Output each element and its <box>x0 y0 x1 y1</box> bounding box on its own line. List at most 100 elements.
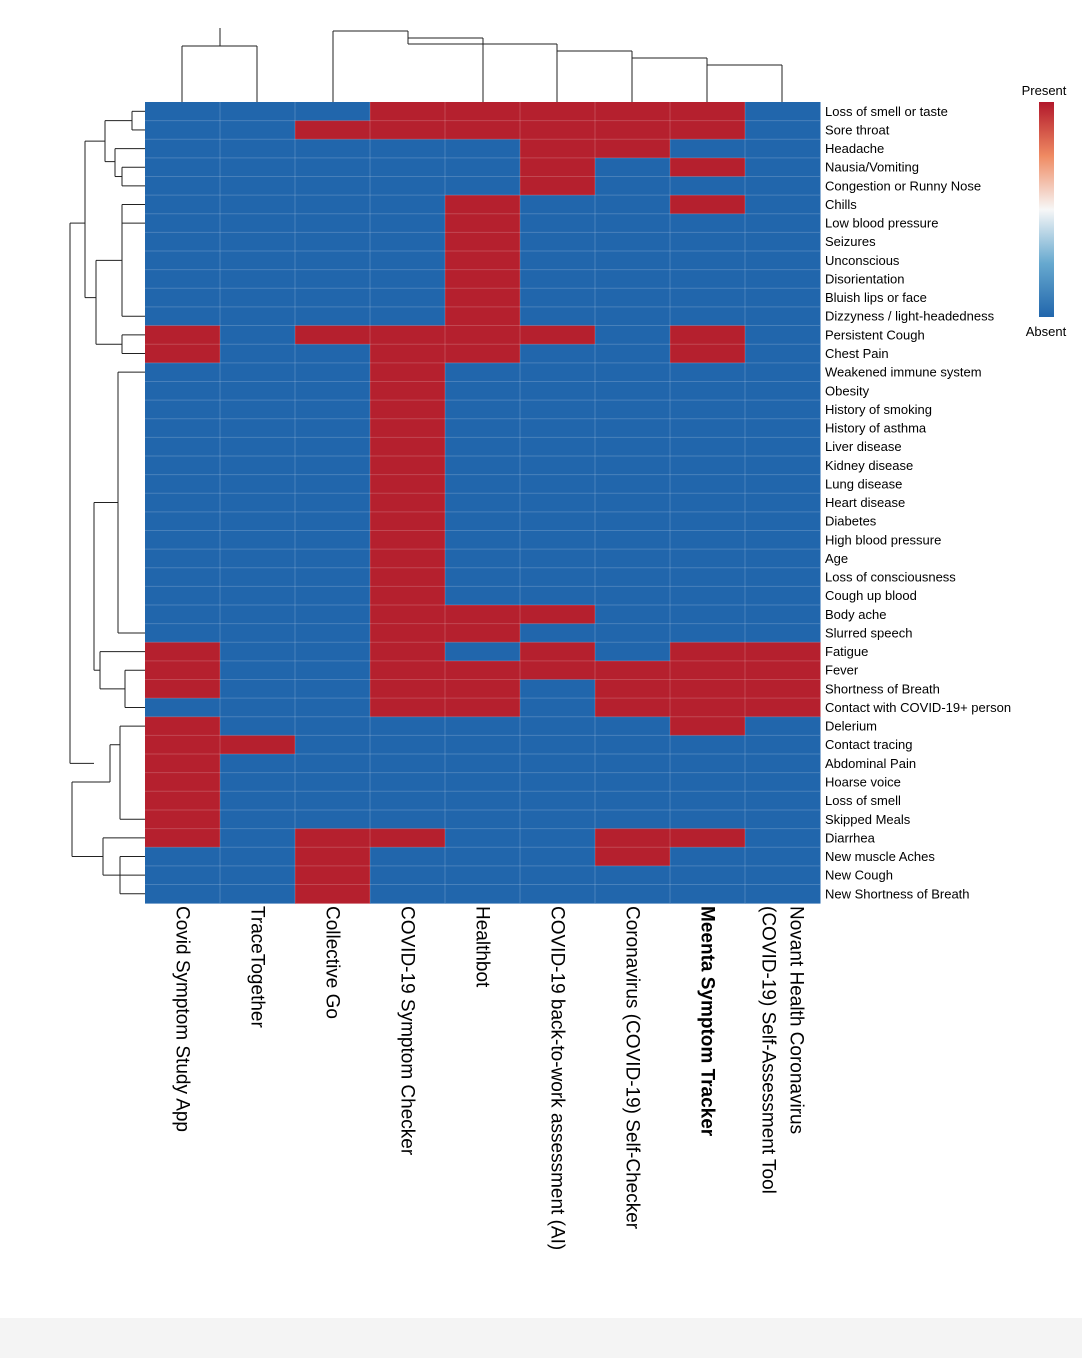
heatmap-cell <box>745 549 821 569</box>
heatmap-cell <box>520 102 596 122</box>
heatmap-cell <box>520 306 596 327</box>
heatmap-cell <box>295 418 371 438</box>
heatmap-cell <box>370 232 446 252</box>
heatmap-cell <box>145 139 221 159</box>
row-label: Skipped Meals <box>825 812 911 827</box>
heatmap-cell <box>670 660 746 681</box>
heatmap-cell <box>745 511 821 531</box>
heatmap-cell <box>595 754 671 774</box>
heatmap-cell <box>745 418 821 438</box>
heatmap-cell <box>670 344 746 364</box>
heatmap-cell <box>445 474 521 494</box>
row-label: Chest Pain <box>825 346 889 361</box>
heatmap-cell <box>145 884 221 904</box>
row-label: New Cough <box>825 868 893 883</box>
heatmap-cell <box>520 865 596 885</box>
heatmap-cell <box>670 176 746 196</box>
heatmap-cell <box>370 400 446 420</box>
row-label: Sore throat <box>825 122 890 137</box>
heatmap-cell <box>370 567 446 587</box>
heatmap-cell <box>445 269 521 289</box>
row-label: Fatigue <box>825 644 868 659</box>
heatmap-cell <box>445 847 521 867</box>
heatmap-cell <box>670 679 746 699</box>
heatmap-cell <box>145 586 221 606</box>
heatmap-cell <box>445 251 521 271</box>
heatmap-cell <box>745 530 821 550</box>
heatmap-cell <box>295 381 371 401</box>
heatmap-cell <box>745 735 821 755</box>
row-label: Contact tracing <box>825 737 912 752</box>
heatmap-cell <box>445 828 521 848</box>
heatmap-cell <box>745 679 821 699</box>
heatmap-cell <box>445 735 521 755</box>
heatmap-cell <box>145 847 221 867</box>
heatmap-cell <box>145 698 221 718</box>
heatmap-cell <box>520 809 596 830</box>
heatmap-cell <box>295 884 371 904</box>
heatmap-cell <box>445 605 521 625</box>
column-label: TraceTogether <box>247 906 268 1028</box>
heatmap-cell <box>295 120 371 140</box>
heatmap-cell <box>145 288 221 308</box>
heatmap-cell <box>295 251 371 271</box>
heatmap-cell <box>520 605 596 625</box>
row-label: Loss of smell or taste <box>825 104 948 119</box>
heatmap-cell <box>370 772 446 792</box>
heatmap-cell <box>745 120 821 140</box>
heatmap-cell <box>595 716 671 736</box>
heatmap-cell <box>595 344 671 364</box>
heatmap-cell <box>670 400 746 420</box>
heatmap-cell <box>520 791 596 811</box>
heatmap-cell <box>520 325 596 345</box>
heatmap-cell <box>520 213 596 233</box>
heatmap-cell <box>595 325 671 345</box>
heatmap-cell <box>145 362 221 382</box>
heatmap-cell <box>220 772 296 792</box>
row-label: New muscle Aches <box>825 849 935 864</box>
heatmap-cell <box>520 530 596 550</box>
heatmap-cell <box>520 549 596 569</box>
heatmap-cell <box>145 381 221 401</box>
column-label: Healthbot <box>472 906 493 988</box>
heatmap-cell <box>220 381 296 401</box>
heatmap-cell <box>520 493 596 513</box>
heatmap-cell <box>670 325 746 345</box>
heatmap-cell <box>670 493 746 513</box>
heatmap-cell <box>220 474 296 494</box>
heatmap-cell <box>670 847 746 867</box>
heatmap-cell <box>220 567 296 587</box>
heatmap-cell <box>595 157 671 178</box>
heatmap-cell <box>595 251 671 271</box>
color-legend: Present Absent <box>1022 83 1067 339</box>
heatmap-cell <box>520 251 596 271</box>
heatmap-cell <box>370 735 446 755</box>
heatmap-cell <box>520 120 596 140</box>
heatmap-cell <box>145 754 221 774</box>
heatmap-cell <box>745 698 821 718</box>
heatmap-cell <box>370 139 446 159</box>
heatmap-cell <box>445 511 521 531</box>
heatmap-cell <box>145 567 221 587</box>
heatmap-cell <box>745 809 821 830</box>
heatmap-cell <box>445 381 521 401</box>
heatmap-cell <box>145 493 221 513</box>
heatmap-cell <box>370 474 446 494</box>
heatmap-cell <box>145 530 221 550</box>
heatmap-cell <box>295 735 371 755</box>
heatmap-cell <box>220 809 296 830</box>
heatmap-cell <box>220 530 296 550</box>
heatmap-cell <box>295 511 371 531</box>
heatmap-cell <box>445 213 521 233</box>
heatmap-cell <box>370 716 446 736</box>
heatmap-cell <box>745 437 821 457</box>
heatmap-cell <box>595 400 671 420</box>
heatmap-cell <box>670 772 746 792</box>
heatmap-cell <box>670 232 746 252</box>
heatmap-cell <box>445 306 521 327</box>
heatmap-cell <box>220 865 296 885</box>
heatmap-cell <box>295 474 371 494</box>
heatmap-cell <box>745 306 821 327</box>
heatmap-cell <box>145 511 221 531</box>
heatmap-cell <box>520 195 596 215</box>
